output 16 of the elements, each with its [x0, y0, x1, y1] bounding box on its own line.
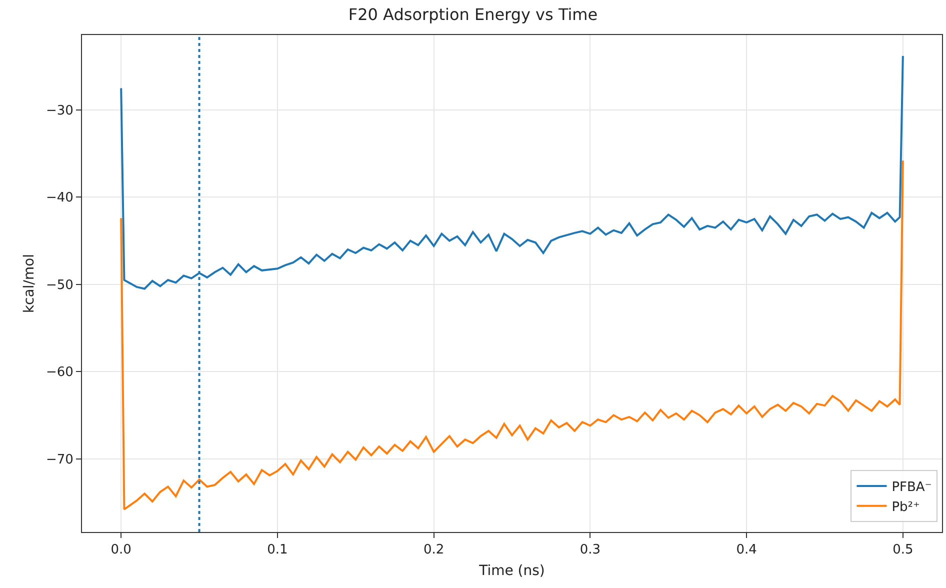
- x-tick-label: 0.3: [580, 542, 601, 558]
- y-tick-label: −50: [46, 278, 74, 293]
- chart-title: F20 Adsorption Energy vs Time: [348, 5, 598, 24]
- y-tick-label: −30: [46, 104, 74, 119]
- legend-label: PFBA⁻: [892, 480, 932, 496]
- x-tick-label: 0.0: [110, 542, 132, 558]
- y-tick-label: −60: [46, 365, 74, 380]
- y-tick-label: −40: [46, 190, 74, 206]
- x-tick-label: 0.2: [423, 542, 444, 558]
- y-axis-title: kcal/mol: [22, 254, 38, 314]
- x-tick-label: 0.1: [267, 542, 288, 558]
- x-tick-label: 0.4: [736, 542, 757, 558]
- legend-label: Pb²⁺: [892, 500, 920, 515]
- x-axis-title: Time (ns): [478, 562, 545, 579]
- x-tick-label: 0.5: [892, 542, 914, 558]
- y-tick-label: −70: [46, 452, 74, 468]
